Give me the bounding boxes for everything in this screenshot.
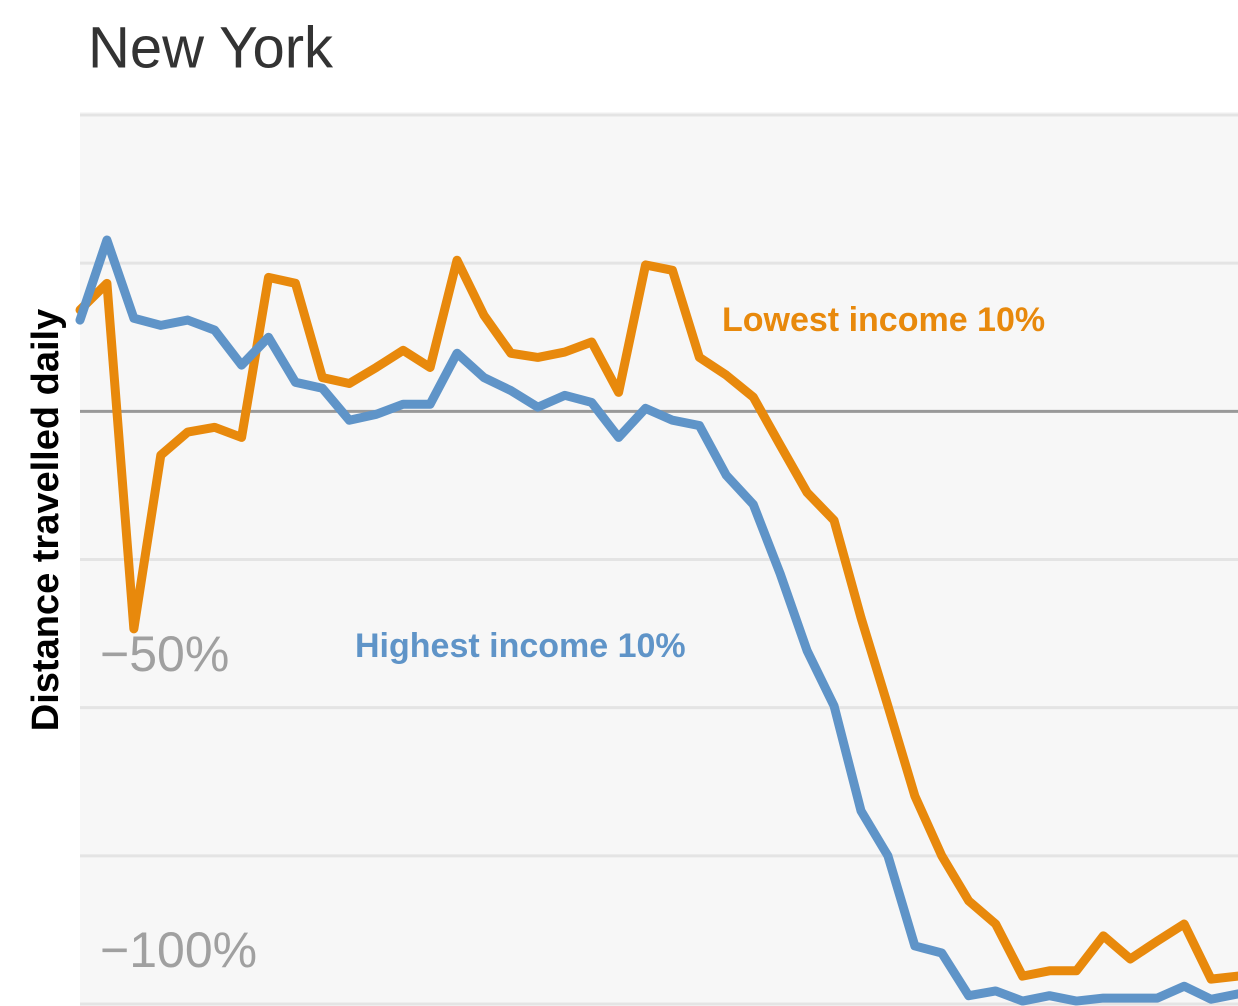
- series-label: Highest income 10%: [355, 627, 686, 665]
- chart-title: New York: [88, 15, 334, 80]
- series-label: Lowest income 10%: [722, 301, 1045, 339]
- y-axis-label: Distance travelled daily: [25, 309, 67, 731]
- labels: −100% −50% Lowest income 10% Highest income…: [100, 301, 1045, 978]
- lines: [75, 235, 1238, 1006]
- series-line: [75, 235, 1238, 1006]
- y-tick-label: −100%: [100, 922, 257, 978]
- y-tick-label: −50%: [100, 626, 229, 682]
- series-line: [75, 255, 1238, 984]
